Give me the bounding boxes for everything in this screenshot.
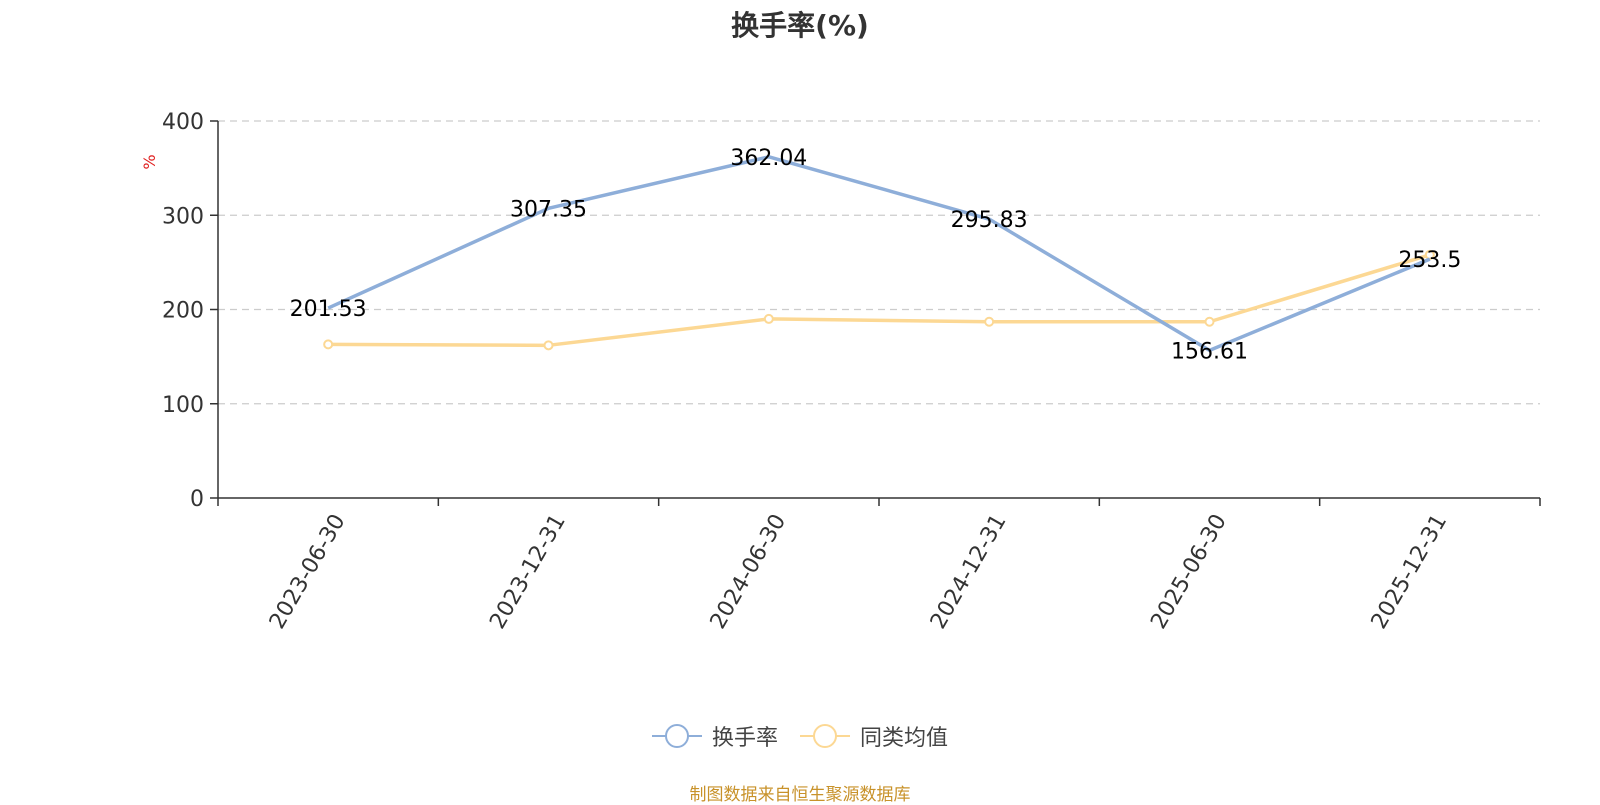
legend-marker-turnover <box>651 723 702 749</box>
peer-average-point[interactable] <box>543 340 554 351</box>
axes: 0 100 200 300 400 2023-06-30 2023-12-31 2024-06… <box>162 110 1541 633</box>
peer-average-point[interactable] <box>763 313 774 324</box>
x-tick-label: 2024-06-30 <box>706 510 792 633</box>
data-label: 362.04 <box>730 146 807 171</box>
x-tick-label: 2025-06-30 <box>1146 510 1232 633</box>
peer-average-point[interactable] <box>984 316 995 327</box>
legend-label-turnover: 换手率 <box>711 726 778 751</box>
y-axis-label: % <box>140 154 159 169</box>
legend-item-turnover[interactable]: 换手率 <box>651 720 778 752</box>
series <box>323 155 1435 353</box>
peer-average-point[interactable] <box>323 339 334 350</box>
x-tick-label: 2023-06-30 <box>265 510 351 633</box>
series-line-1 <box>328 253 1431 348</box>
data-label: 253.5 <box>1398 248 1461 273</box>
legend-item-peer-average[interactable]: 同类均值 <box>800 720 948 752</box>
series-line-0 <box>327 155 1431 353</box>
data-label: 201.53 <box>290 297 367 322</box>
x-tick-label: 2024-12-31 <box>926 510 1012 633</box>
data-labels: 201.53 307.35 362.04 295.83 156.61 253.5 <box>290 146 1462 365</box>
source-note: 制图数据来自恒生聚源数据库 <box>689 785 911 805</box>
peer-average-point[interactable] <box>1424 249 1435 260</box>
y-tick-label: 400 <box>162 110 204 135</box>
y-tick-label: 0 <box>190 487 204 512</box>
legend-label-peer-average: 同类均值 <box>860 726 949 751</box>
data-label: 156.61 <box>1171 339 1248 364</box>
grid-lines <box>218 120 1540 405</box>
y-tick-label: 300 <box>162 204 204 229</box>
x-tick-label: 2023-12-31 <box>485 510 571 633</box>
data-label: 295.83 <box>951 208 1028 233</box>
legend-marker-peer-average <box>800 723 850 749</box>
legend: 换手率 同类均值 <box>0 720 1600 752</box>
y-tick-label: 200 <box>162 299 204 324</box>
peer-average-point[interactable] <box>1204 316 1215 327</box>
data-label: 307.35 <box>510 197 587 222</box>
y-tick-label: 100 <box>162 393 204 418</box>
chart-title: 换手率(%) <box>731 9 869 42</box>
x-tick-label: 2025-12-31 <box>1367 510 1453 633</box>
